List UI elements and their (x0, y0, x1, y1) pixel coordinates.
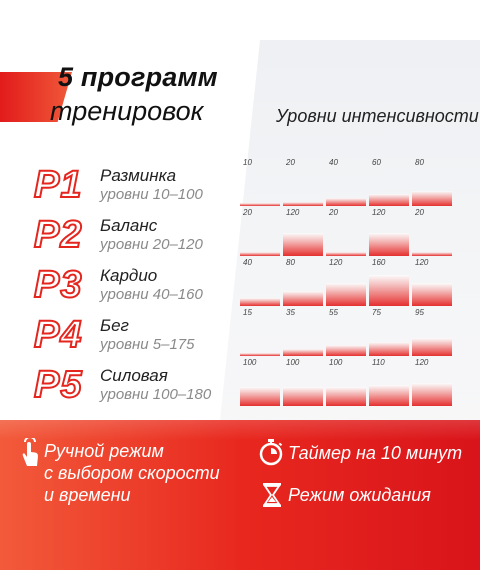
intensity-bar (326, 198, 366, 206)
program-code: P1 (33, 163, 83, 207)
program-code: P3 (33, 263, 83, 307)
intensity-bar (283, 202, 323, 206)
intensity-bar (240, 252, 280, 256)
intensity-bar-label: 20 (243, 208, 252, 217)
feature-manual-mode: Ручной режим с выбором скорости и времени (44, 440, 220, 506)
feature-manual-mode-line: и времени (44, 485, 131, 505)
intensity-bar (412, 283, 452, 306)
intensity-bar-label: 160 (372, 258, 386, 267)
intensity-bar-label: 100 (329, 358, 343, 367)
program-range: уровни 20–120 (100, 236, 203, 253)
intensity-bar-label: 40 (243, 258, 252, 267)
intensity-bar-label: 100 (243, 358, 257, 367)
intensity-bar (412, 191, 452, 206)
intensity-bar (369, 342, 409, 356)
intensity-bar-label: 75 (372, 308, 381, 317)
hourglass-icon (262, 482, 282, 513)
program-name: Кардио (100, 266, 158, 285)
program-code: P4 (33, 313, 83, 357)
intensity-bar (412, 338, 452, 356)
intensity-bar (412, 383, 452, 406)
program-name: Баланс (100, 216, 158, 235)
intensity-bar-label: 100 (286, 358, 300, 367)
program-item: P3 Кардио уровни 40–160 (0, 262, 220, 312)
intensity-bar-label: 95 (415, 308, 424, 317)
intensity-bar-label: 80 (286, 258, 295, 267)
program-range: уровни 10–100 (100, 186, 203, 203)
program-item: P4 Бег уровни 5–175 (0, 312, 220, 362)
intensity-bar-label: 35 (286, 308, 295, 317)
chart-title: Уровни интенсивности (276, 106, 479, 126)
intensity-bar (283, 291, 323, 306)
intensity-bar (369, 275, 409, 306)
intensity-bar-row: 100 100 100 110 120 (240, 358, 454, 406)
intensity-bar-label: 120 (286, 208, 300, 217)
intensity-bar-row: 10 20 40 60 80 (240, 158, 454, 206)
intensity-bar-row: 20 120 20 120 20 (240, 208, 454, 256)
intensity-bar-label: 120 (372, 208, 386, 217)
intensity-bar-label: 110 (372, 358, 385, 367)
program-name: Разминка (100, 166, 177, 185)
intensity-bar (283, 387, 323, 406)
intensity-bar-row: 15 35 55 75 95 (240, 308, 454, 356)
intensity-bar (326, 387, 366, 406)
chart-background (220, 40, 480, 420)
intensity-bar-label: 40 (329, 158, 338, 167)
intensity-bar (326, 252, 366, 256)
intensity-bar (240, 353, 280, 356)
intensity-bar-label: 120 (415, 258, 429, 267)
features-footer: Ручной режим с выбором скорости и времени … (0, 420, 480, 570)
intensity-bar (283, 233, 323, 256)
intensity-bar-label: 15 (243, 308, 252, 317)
program-range: уровни 5–175 (100, 336, 195, 353)
program-item: P1 Разминка уровни 10–100 (0, 162, 220, 212)
feature-manual-mode-line: Ручной режим (44, 441, 164, 461)
program-item: P2 Баланс уровни 20–120 (0, 212, 220, 262)
intensity-bar (412, 252, 452, 256)
intensity-bar (240, 298, 280, 306)
stopwatch-icon (258, 438, 284, 471)
intensity-bar (326, 283, 366, 306)
intensity-bar-label: 10 (243, 158, 252, 167)
intensity-bar (240, 203, 280, 206)
feature-timer: Таймер на 10 минут (288, 443, 463, 463)
feature-standby: Режим ожидания (288, 485, 431, 505)
title-accent-stripe (0, 72, 72, 122)
intensity-bar-row: 40 80 120 160 120 (240, 258, 454, 306)
program-code: P5 (33, 363, 83, 407)
intensity-bar-label: 20 (415, 208, 424, 217)
program-item: P5 Силовая уровни 100–180 (0, 362, 220, 412)
feature-manual-mode-line: с выбором скорости (44, 463, 220, 483)
page-title: 5 программ (58, 62, 218, 92)
intensity-bar (283, 349, 323, 356)
program-range: уровни 100–180 (100, 386, 212, 403)
intensity-bar-label: 80 (415, 158, 424, 167)
program-range: уровни 40–160 (100, 286, 203, 303)
program-code: P2 (33, 213, 83, 257)
intensity-bar-label: 60 (372, 158, 381, 167)
intensity-bar-label: 120 (415, 358, 429, 367)
intensity-bar (369, 385, 409, 406)
intensity-bar (240, 387, 280, 406)
intensity-bar (369, 233, 409, 256)
page-subtitle: тренировок (50, 96, 204, 126)
intensity-bar-label: 55 (329, 308, 338, 317)
program-name: Бег (100, 316, 129, 335)
touch-icon (16, 436, 42, 473)
intensity-bar (326, 345, 366, 356)
intensity-bar (369, 194, 409, 206)
intensity-bar-label: 120 (329, 258, 343, 267)
program-name: Силовая (100, 366, 168, 385)
intensity-bar-label: 20 (286, 158, 295, 167)
intensity-bar-label: 20 (329, 208, 338, 217)
